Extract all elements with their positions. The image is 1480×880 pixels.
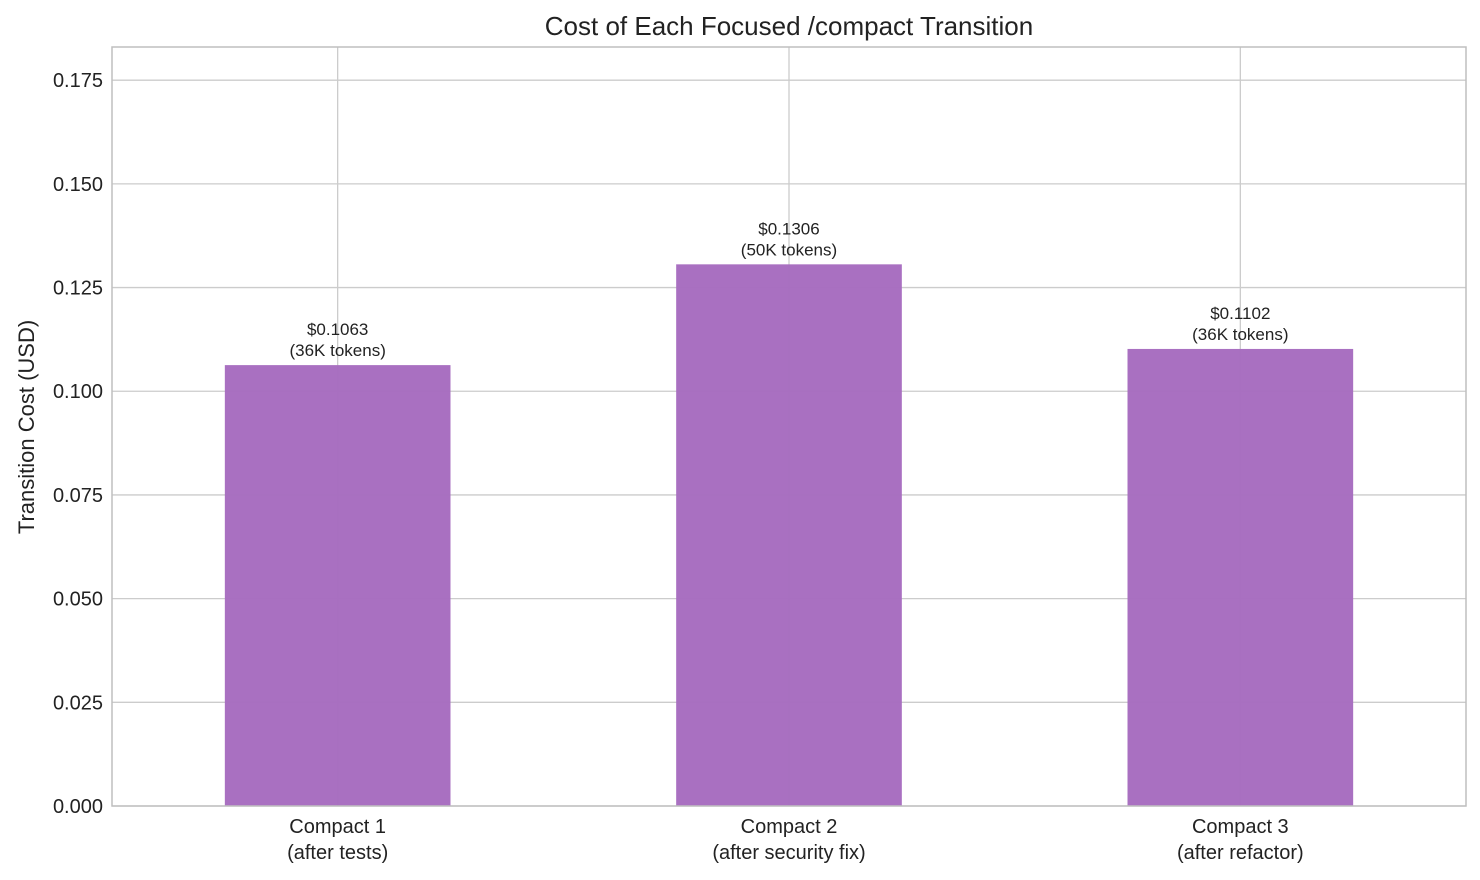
x-tick-label: Compact 2 (after security fix) — [712, 816, 865, 864]
plot-frame — [111, 46, 1467, 807]
y-tick-label: 0.050 — [53, 589, 103, 611]
chart-title: Cost of Each Focused /compact Transition — [545, 11, 1033, 41]
bar — [676, 264, 902, 806]
y-tick-label: 0.175 — [53, 70, 103, 92]
x-tick-label: Compact 1 (after tests) — [287, 816, 388, 864]
data-labels: $0.1063 (36K tokens) $0.1306 (50K tokens) $0… — [289, 219, 1288, 360]
x-tick-label: Compact 3 (after refactor) — [1177, 816, 1304, 864]
y-tick-label: 0.100 — [53, 381, 103, 403]
y-tick-label: 0.025 — [53, 692, 103, 714]
y-tick-label: 0.150 — [53, 174, 103, 196]
y-tick-label: 0.000 — [53, 796, 103, 818]
y-tick-label: 0.125 — [53, 278, 103, 300]
bar — [1127, 348, 1354, 806]
data-label: $0.1306 (50K tokens) — [741, 219, 837, 259]
x-tick-labels: Compact 1 (after tests) Compact 2 (after se… — [287, 816, 1304, 864]
data-label: $0.1102 (36K tokens) — [1192, 304, 1288, 344]
y-axis-label: Transition Cost (USD) — [14, 320, 39, 534]
y-tick-label: 0.075 — [53, 485, 103, 507]
y-tick-labels: 0.000 0.025 0.050 0.075 0.100 0.125 0.150 0.175 — [53, 70, 103, 818]
bar — [224, 365, 451, 806]
data-label: $0.1063 (36K tokens) — [289, 320, 385, 360]
bars — [224, 264, 1354, 806]
